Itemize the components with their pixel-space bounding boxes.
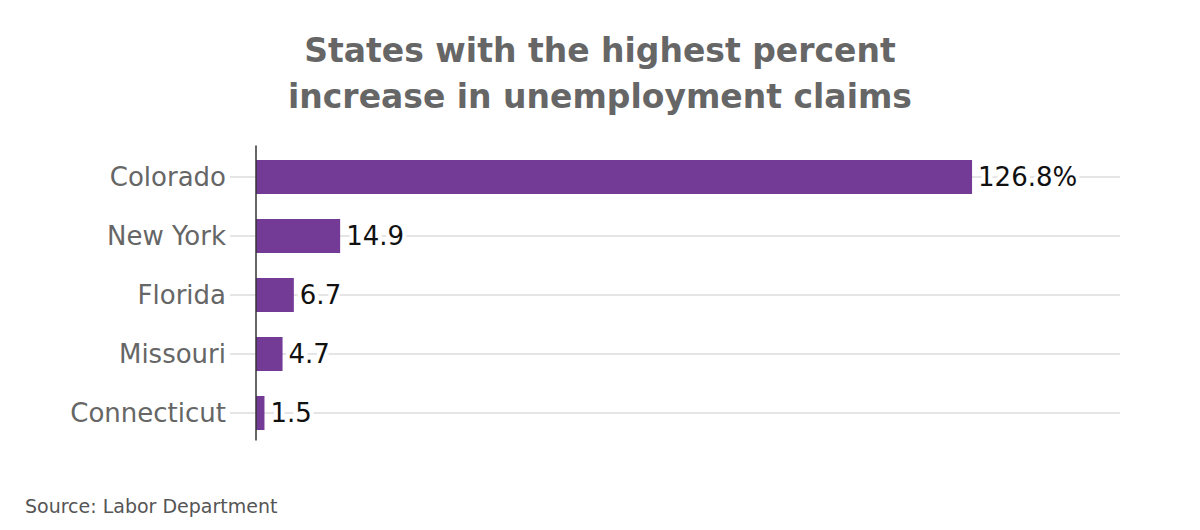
data-label: 14.9 — [346, 221, 404, 251]
data-label: 4.7 — [289, 339, 330, 369]
chart-title: States with the highest percent increase … — [288, 31, 912, 116]
chart: States with the highest percent increase … — [0, 0, 1200, 530]
bar — [256, 219, 340, 253]
source-note: Source: Labor Department — [25, 495, 277, 517]
category-label: Connecticut — [70, 398, 226, 428]
grid-line — [230, 412, 1120, 414]
category-label: Colorado — [110, 162, 226, 192]
bar — [256, 278, 294, 312]
bar — [256, 160, 972, 194]
title-line: States with the highest percent — [304, 31, 896, 70]
data-label: 126.8% — [978, 162, 1077, 192]
bar — [256, 396, 264, 430]
grid-line — [230, 353, 1120, 355]
data-label: 6.7 — [300, 280, 341, 310]
title-line: increase in unemployment claims — [288, 77, 912, 116]
category-label: New York — [107, 221, 226, 251]
category-label: Missouri — [119, 339, 226, 369]
category-label: Florida — [138, 280, 226, 310]
bar — [256, 337, 283, 371]
grid-line — [230, 294, 1120, 296]
data-label: 1.5 — [270, 398, 311, 428]
axis-line — [255, 146, 257, 441]
bars — [256, 160, 972, 430]
